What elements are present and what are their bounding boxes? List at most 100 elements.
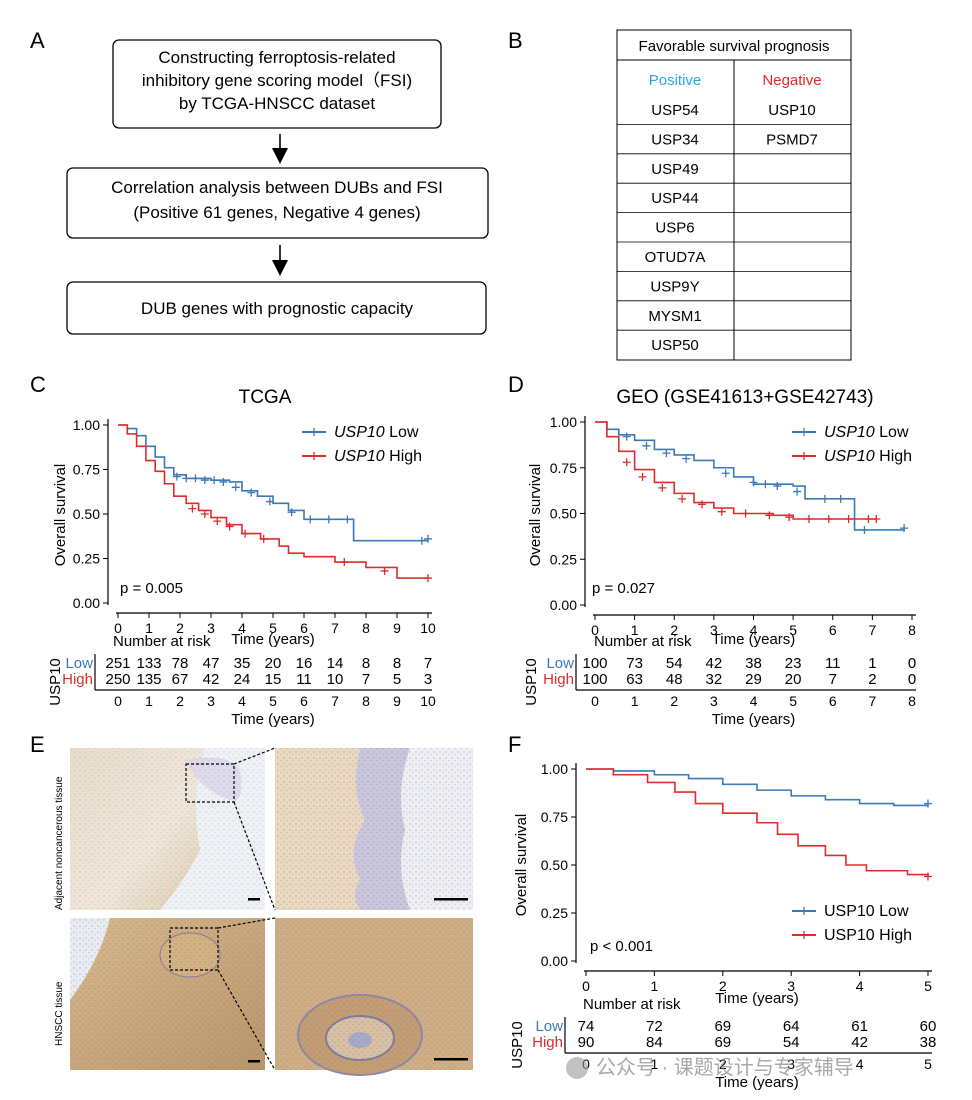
risk-count: 24 — [234, 671, 251, 688]
histology-label-adjacent: Adjacent noncancerous tissue — [54, 776, 65, 910]
censor-mark — [721, 469, 730, 478]
risk-count: 20 — [265, 655, 282, 672]
risk-x-tick-label: 9 — [393, 693, 401, 709]
censor-mark — [241, 529, 250, 538]
flowchart: Constructing ferroptosis-related inhibit… — [66, 39, 489, 335]
panel-letter-b: B — [508, 28, 523, 53]
risk-table-title: Number at risk — [113, 633, 211, 650]
censor-mark — [231, 483, 240, 492]
x-tick-label: 4 — [750, 622, 758, 638]
censor-mark — [793, 487, 802, 496]
chart-title: GEO (GSE41613+GSE42743) — [616, 387, 873, 408]
y-tick-label: 1.00 — [550, 414, 577, 430]
flow-box-2 — [66, 167, 489, 239]
x-tick-label: 1 — [651, 978, 659, 994]
table-cell-positive: USP34 — [651, 131, 699, 148]
risk-x-tick-label: 5 — [789, 693, 797, 709]
censor-mark — [741, 509, 750, 518]
x-tick-label: 8 — [908, 622, 916, 638]
risk-count: 42 — [706, 655, 723, 672]
table-cell-positive: USP54 — [651, 102, 699, 119]
risk-row-label: High — [532, 1034, 563, 1051]
risk-count: 84 — [646, 1034, 663, 1051]
censor-mark — [638, 472, 647, 481]
x-tick-label: 3 — [787, 978, 795, 994]
legend-label: USP10 Low — [824, 424, 909, 441]
x-axis-label: Time (years) — [231, 631, 315, 648]
x-tick-label: 0 — [591, 622, 599, 638]
censor-mark — [658, 483, 667, 492]
panel-letter-d: D — [508, 372, 524, 397]
censor-mark — [864, 514, 873, 523]
panel-letter-c: C — [30, 372, 46, 397]
table-cell-positive: USP6 — [655, 220, 694, 237]
x-tick-label: 0 — [582, 978, 590, 994]
table-negative-header: Negative — [762, 72, 821, 89]
censor-mark — [765, 511, 774, 520]
scale-bar — [434, 1058, 468, 1061]
risk-count: 61 — [851, 1018, 868, 1035]
risk-count: 38 — [920, 1034, 937, 1051]
risk-x-axis-label: Time (years) — [231, 711, 315, 728]
risk-x-tick-label: 7 — [331, 693, 339, 709]
censor-mark — [172, 472, 181, 481]
histology-image-hnscc-high — [275, 918, 473, 1076]
x-tick-label: 5 — [269, 620, 277, 636]
risk-count: 38 — [745, 655, 762, 672]
censor-mark — [622, 458, 631, 467]
legend-label: USP10 Low — [334, 424, 419, 441]
risk-x-tick-label: 3 — [787, 1056, 795, 1072]
y-tick-label: 1.00 — [73, 417, 100, 433]
risk-count: 54 — [783, 1034, 800, 1051]
censor-mark — [844, 514, 853, 523]
risk-count: 7 — [424, 655, 432, 672]
risk-x-tick-label: 4 — [750, 693, 758, 709]
scale-bar — [248, 1060, 260, 1063]
y-axis-label: Overall survival — [513, 814, 530, 917]
zoom-box-adjacent — [185, 763, 235, 803]
y-tick-label: 0.00 — [73, 595, 100, 611]
risk-count: 7 — [362, 671, 370, 688]
risk-row-label: Low — [65, 655, 93, 672]
censor-mark — [804, 514, 813, 523]
risk-x-tick-label: 1 — [145, 693, 153, 709]
risk-count: 48 — [666, 671, 683, 688]
risk-count: 0 — [908, 655, 916, 672]
risk-x-tick-label: 1 — [651, 1056, 659, 1072]
watermark-text: 公众号 · 课题设计与专家辅导 — [596, 1056, 854, 1079]
legend-label: USP10 High — [824, 927, 912, 944]
risk-count: 35 — [234, 655, 251, 672]
x-tick-label: 3 — [710, 622, 718, 638]
risk-count: 11 — [825, 655, 841, 672]
censor-mark — [287, 508, 296, 517]
x-tick-label: 10 — [420, 620, 436, 636]
risk-x-tick-label: 5 — [269, 693, 277, 709]
x-tick-label: 8 — [362, 620, 370, 636]
censor-mark — [182, 474, 191, 483]
x-tick-label: 4 — [238, 620, 246, 636]
risk-count: 64 — [783, 1018, 800, 1035]
legend-censor-mark — [800, 931, 808, 939]
table-cell-negative: PSMD7 — [766, 131, 818, 148]
censor-mark — [697, 500, 706, 509]
risk-count: 54 — [666, 655, 683, 672]
table-cell-positive: USP9Y — [650, 278, 699, 295]
y-tick-label: 0.25 — [550, 551, 577, 567]
censor-mark — [188, 504, 197, 513]
risk-count: 90 — [578, 1034, 595, 1051]
legend-censor-mark — [800, 452, 808, 460]
flow-box-2-line-2: (Positive 61 genes, Negative 4 genes) — [133, 203, 420, 222]
risk-count: 2 — [868, 671, 876, 688]
y-axis-label: Overall survival — [52, 464, 69, 567]
censor-mark — [306, 515, 315, 524]
censor-mark — [820, 494, 829, 503]
y-tick-label: 0.00 — [541, 953, 568, 969]
x-tick-label: 9 — [393, 620, 401, 636]
x-tick-label: 2 — [176, 620, 184, 636]
risk-x-tick-label: 10 — [420, 693, 436, 709]
risk-x-tick-label: 6 — [829, 693, 837, 709]
censor-mark — [682, 454, 691, 463]
y-tick-label: 0.50 — [541, 857, 568, 873]
risk-x-axis-label: Time (years) — [712, 711, 796, 728]
censor-mark — [200, 510, 209, 518]
